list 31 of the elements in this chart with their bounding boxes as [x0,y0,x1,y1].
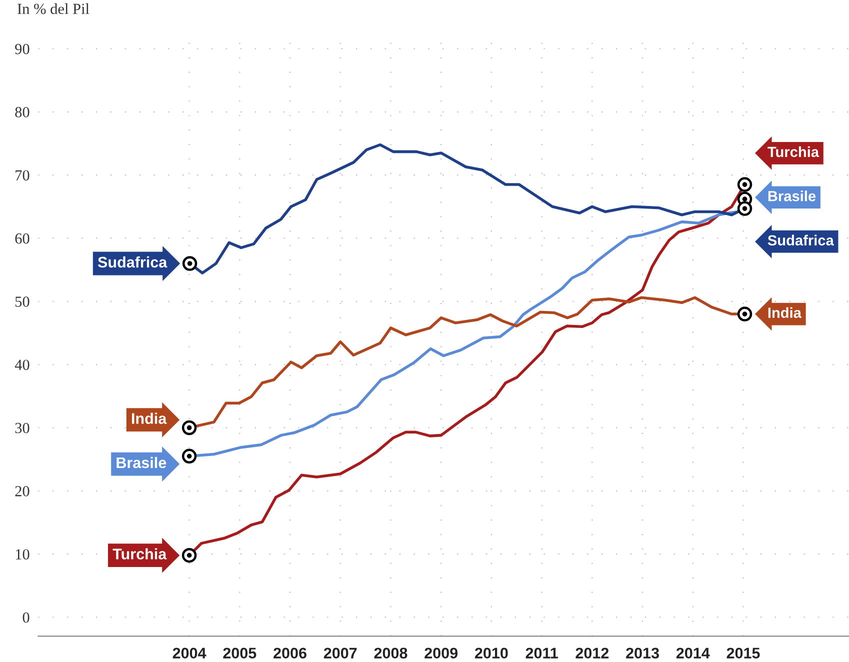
y-tick-label: 20 [15,486,30,496]
x-tick-label: 2014 [676,648,710,659]
y-tick-label: 10 [16,549,30,560]
y-tick-label: 60 [15,233,30,244]
x-tick-label: 2013 [626,648,659,659]
series-label: Sudafrica [98,256,168,268]
x-tick-label: 2006 [274,648,306,659]
y-tick-label: 70 [16,170,30,181]
y-tick-label: 0 [22,612,30,623]
y-tick-label: 90 [15,44,30,54]
y-tick-label: 40 [14,360,30,370]
x-tick-label: 2008 [374,648,408,659]
x-tick-label: 2011 [526,648,558,659]
text: India [768,307,802,318]
x-tick-label: 2009 [424,648,458,659]
series-label: India [132,412,167,424]
x-tick-label: 2005 [223,648,256,659]
text: Turchia [768,146,820,158]
y-tick-label: 30 [15,422,30,434]
x-tick-label: 2012 [576,648,609,659]
text: Brasile [116,456,166,468]
x-tick-label: 2010 [474,648,508,659]
y-tick-label: 50 [15,296,30,307]
text: Sudafrica [768,234,834,246]
series-label: Turchia [112,548,167,560]
series-label: Brasile [768,190,816,202]
x-tick-label: 2007 [324,648,357,659]
y-axis-title: In % del Pil [18,3,90,14]
y-tick-label: 80 [15,107,30,118]
x-tick-label: 2015 [726,648,760,659]
x-tick-label: 2004 [172,648,206,659]
